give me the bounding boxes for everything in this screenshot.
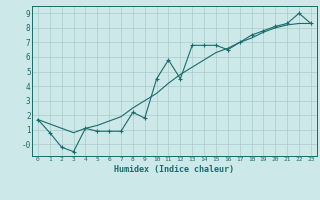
X-axis label: Humidex (Indice chaleur): Humidex (Indice chaleur) [115,165,234,174]
